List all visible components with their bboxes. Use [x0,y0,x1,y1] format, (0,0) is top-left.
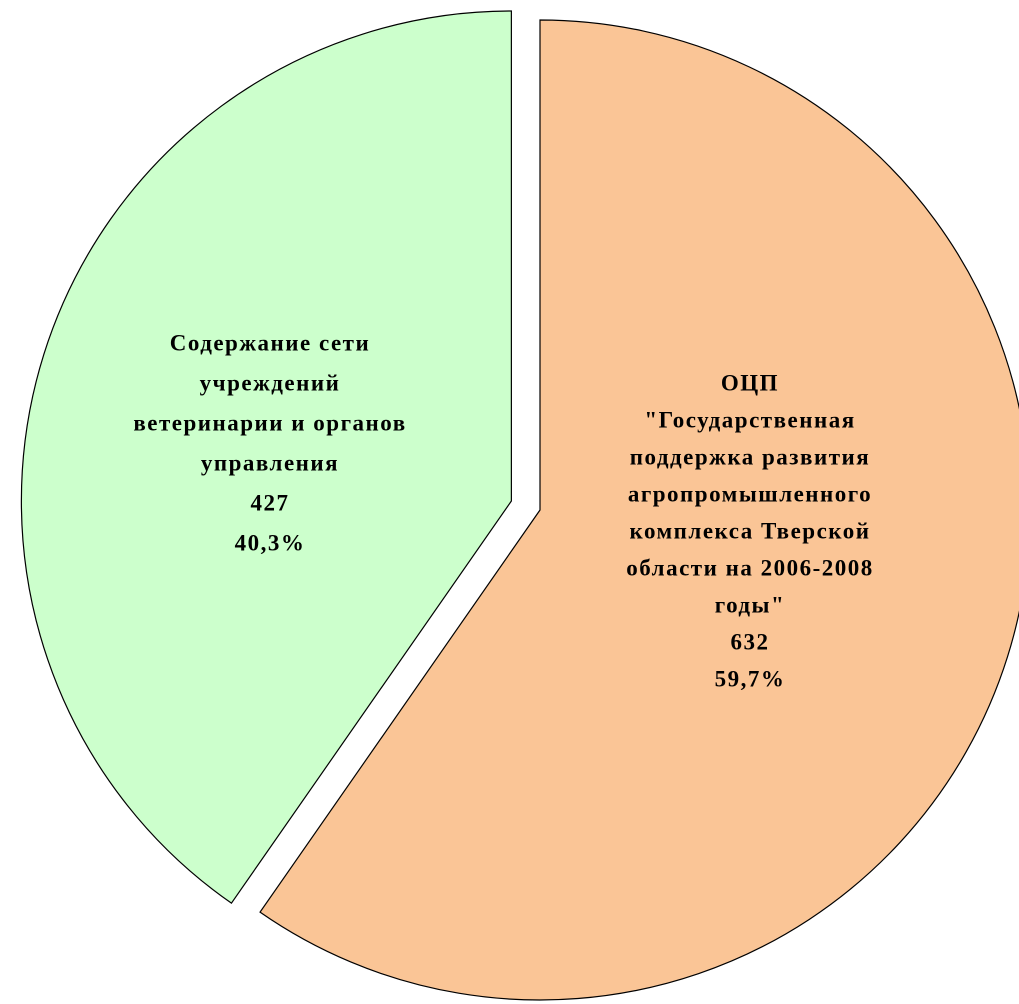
pie-slice [259,19,1019,1001]
slice-label: "Государственная [644,407,855,432]
slice-label: управления [201,450,339,475]
slice-label: ОЦП [721,370,779,395]
slice-label: поддержка развития [630,444,870,469]
slice-label: учреждений [200,370,341,395]
value-label: 632 [731,629,770,654]
slice-label: ветеринарии и органов [133,410,406,435]
pie-slice [20,10,512,905]
slice-label: агропромышленного [628,481,872,506]
slice-label: комплекса Тверской [630,518,871,543]
value-label: 427 [251,490,290,515]
percent-label: 59,7% [715,666,786,691]
slice-label: годы" [715,592,786,617]
slice-label: области на 2006-2008 [626,555,874,580]
percent-label: 40,3% [235,530,306,555]
slice-label: Содержание сети [170,330,370,355]
